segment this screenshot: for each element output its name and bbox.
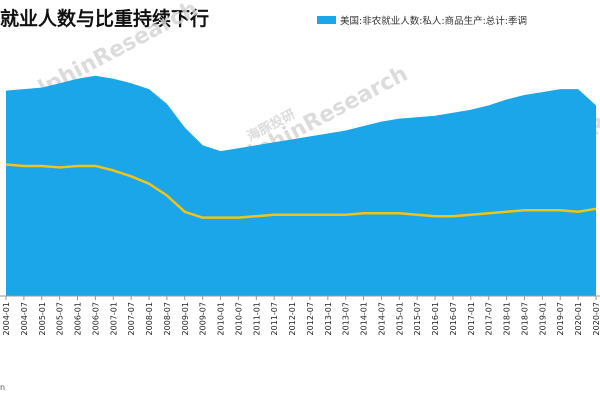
x-tick-label: 2011-01 bbox=[252, 302, 261, 335]
x-tick-label: 2020-07 bbox=[592, 302, 600, 335]
x-tick-label: 2020-01 bbox=[574, 302, 583, 335]
x-tick-label: 2016-01 bbox=[431, 302, 440, 335]
x-tick-label: 2015-07 bbox=[413, 302, 422, 335]
chart-title: 就业人数与比重持续下行 bbox=[0, 8, 210, 30]
x-tick-label: 2009-01 bbox=[181, 302, 190, 335]
x-tick-label: 2011-07 bbox=[270, 302, 279, 335]
x-tick-label: 2010-01 bbox=[217, 302, 226, 335]
x-tick-label: 2014-07 bbox=[377, 302, 386, 335]
x-tick-label: 2008-01 bbox=[145, 302, 154, 335]
x-tick-label: 2007-01 bbox=[109, 302, 118, 335]
x-tick-label: 2019-07 bbox=[556, 302, 565, 335]
x-tick-label: 2014-01 bbox=[360, 302, 369, 335]
x-tick-label: 2006-07 bbox=[91, 302, 100, 335]
x-tick-label: 2008-07 bbox=[163, 302, 172, 335]
x-tick-label: 2005-07 bbox=[56, 302, 65, 335]
x-tick-label: 2019-01 bbox=[538, 302, 547, 335]
series-area bbox=[6, 75, 596, 296]
legend-swatch bbox=[317, 16, 336, 24]
series-line bbox=[5, 163, 597, 219]
x-tick-label: 2016-07 bbox=[449, 302, 458, 335]
x-tick-label: 2004-01 bbox=[2, 302, 11, 335]
x-tick-label: 2007-07 bbox=[127, 302, 136, 335]
x-tick-label: 2010-07 bbox=[234, 302, 243, 335]
x-tick-label: 2006-01 bbox=[74, 302, 83, 335]
x-tick-label: 2012-01 bbox=[288, 302, 297, 335]
legend: 美国:非农就业人数:私人:商品生产:总计:季调 bbox=[317, 13, 527, 27]
x-tick-label: 2017-07 bbox=[485, 302, 494, 335]
x-tick-label: 2009-07 bbox=[199, 302, 208, 335]
x-tick-label: 2013-01 bbox=[324, 302, 333, 335]
x-tick-label: 2012-07 bbox=[306, 302, 315, 335]
source-note: n bbox=[0, 383, 6, 392]
legend-label: 美国:非农就业人数:私人:商品生产:总计:季调 bbox=[340, 16, 528, 27]
x-tick-label: 2004-07 bbox=[20, 302, 29, 335]
x-tick-label: 2013-07 bbox=[342, 302, 351, 335]
x-tick-label: 2018-07 bbox=[520, 302, 529, 335]
x-tick-label: 2018-01 bbox=[503, 302, 512, 335]
x-tick-label: 2017-01 bbox=[467, 302, 476, 335]
x-tick-label: 2005-01 bbox=[38, 302, 47, 335]
x-tick-label: 2015-01 bbox=[395, 302, 404, 335]
